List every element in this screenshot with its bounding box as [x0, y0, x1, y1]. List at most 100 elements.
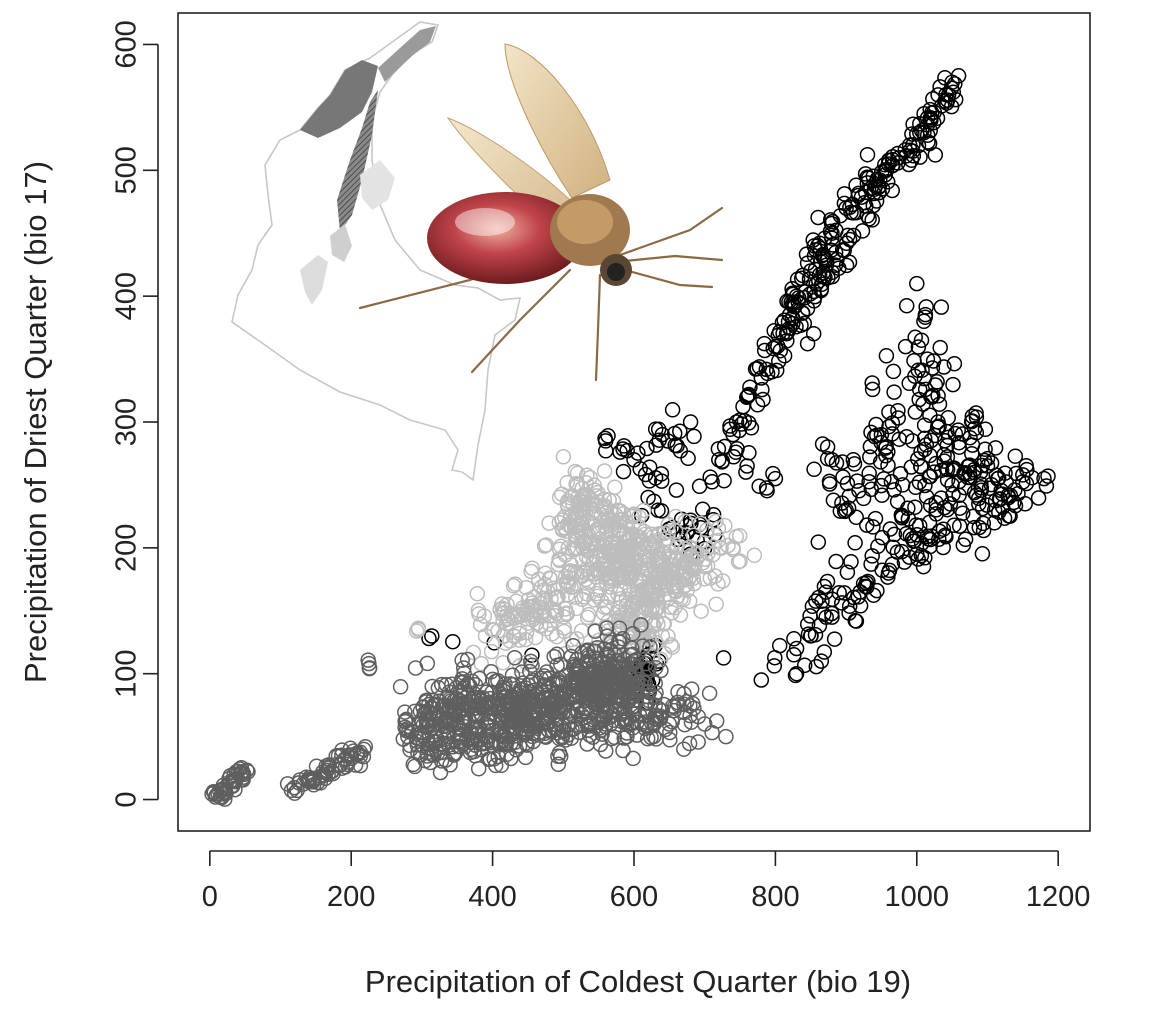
- scatter-point: [840, 500, 857, 516]
- scatter-point: [681, 735, 698, 752]
- scatter-point: [816, 644, 833, 660]
- scatter-point: [580, 643, 596, 659]
- scatter-point: [536, 538, 553, 554]
- scatter-point: [824, 591, 841, 607]
- scatter-point: [597, 716, 614, 732]
- scatter-point: [901, 137, 918, 153]
- scatter-point: [908, 517, 924, 533]
- scatter-point: [913, 458, 929, 475]
- scatter-point: [883, 473, 900, 490]
- scatter-point: [503, 750, 519, 767]
- scatter-point: [885, 539, 901, 556]
- scatter-point: [653, 466, 670, 482]
- scatter-point: [940, 410, 956, 426]
- scatter-point: [602, 642, 619, 659]
- scatter-point: [598, 689, 615, 706]
- scatter-point: [635, 638, 651, 654]
- scatter-point: [857, 166, 874, 182]
- scatter-point: [619, 725, 635, 741]
- scatter-point: [808, 658, 825, 675]
- scatter-point: [710, 576, 726, 592]
- scatter-point: [987, 440, 1004, 456]
- scatter-point: [909, 546, 925, 562]
- scatter-point: [946, 460, 962, 476]
- scatter-point: [925, 353, 942, 369]
- scatter-point: [789, 271, 806, 288]
- scatter-point: [539, 711, 555, 727]
- scatter-point: [551, 489, 568, 506]
- scatter-point: [884, 426, 900, 442]
- scatter-point: [408, 623, 425, 639]
- scatter-point: [654, 426, 671, 443]
- scatter-point: [960, 458, 977, 474]
- scatter-point: [911, 474, 928, 491]
- scatter-point: [916, 124, 932, 141]
- scatter-point: [499, 596, 515, 613]
- scatter-point: [909, 275, 925, 292]
- scatter-point: [1000, 508, 1017, 524]
- scatter-point: [491, 735, 507, 752]
- scatter-point: [398, 711, 415, 728]
- scatter-point: [635, 502, 652, 519]
- scatter-point: [555, 722, 572, 739]
- scatter-point: [597, 433, 614, 449]
- x-tick-label: 1200: [1026, 881, 1091, 913]
- scatter-point: [739, 389, 755, 405]
- scatter-point: [780, 313, 797, 330]
- series-3: [204, 617, 734, 807]
- scatter-point: [562, 705, 578, 721]
- x-tick-label: 1000: [885, 881, 950, 913]
- scatter-point: [573, 623, 590, 639]
- scatter-point: [741, 386, 757, 403]
- scatter-point: [916, 370, 933, 387]
- scatter-point: [907, 329, 923, 346]
- scatter-point: [621, 669, 638, 685]
- scatter-point: [670, 684, 686, 700]
- plot-frame: [177, 12, 1091, 832]
- scatter-point: [955, 537, 972, 553]
- scatter-point: [836, 585, 853, 601]
- scatter-point: [940, 87, 957, 103]
- scatter-point: [968, 405, 984, 421]
- scatter-point: [594, 711, 611, 727]
- scatter-point: [533, 579, 550, 595]
- scatter-point: [576, 589, 593, 605]
- scatter-point: [759, 482, 775, 499]
- scatter-point: [753, 370, 770, 386]
- scatter-point: [766, 658, 783, 674]
- scatter-point: [928, 506, 944, 522]
- scatter-point: [556, 684, 572, 701]
- x-axis: 0 200 400 600 800 1000 1200: [202, 850, 1091, 913]
- y-tick-label: 400: [111, 272, 143, 320]
- scatter-point: [591, 565, 608, 582]
- scatter-point: [506, 649, 523, 666]
- scatter-point: [886, 526, 903, 543]
- scatter-point: [470, 697, 487, 713]
- scatter-point: [664, 698, 681, 714]
- scatter-point: [907, 499, 923, 515]
- scatter-point: [524, 657, 540, 673]
- scatter-point: [515, 675, 531, 691]
- scatter-point: [583, 496, 600, 512]
- scatter-point: [819, 573, 836, 590]
- scatter-point: [620, 571, 637, 587]
- scatter-point: [890, 155, 906, 171]
- scatter-point: [864, 548, 880, 564]
- scatter-point: [441, 708, 457, 724]
- scatter-point: [541, 515, 557, 531]
- scatter-point: [654, 628, 671, 644]
- scatter-point: [805, 325, 822, 342]
- scatter-point: [868, 416, 884, 433]
- scatter-point: [882, 521, 899, 537]
- scatter-point: [710, 532, 726, 549]
- scatter-point: [442, 757, 458, 773]
- scatter-point: [686, 428, 702, 445]
- scatter-point: [796, 315, 813, 332]
- x-tick-label: 400: [468, 881, 516, 913]
- scatter-point: [640, 590, 656, 606]
- scatter-point: [946, 517, 962, 534]
- scatter-point: [428, 697, 444, 713]
- x-tick-label: 0: [202, 881, 218, 913]
- scatter-point: [979, 450, 996, 467]
